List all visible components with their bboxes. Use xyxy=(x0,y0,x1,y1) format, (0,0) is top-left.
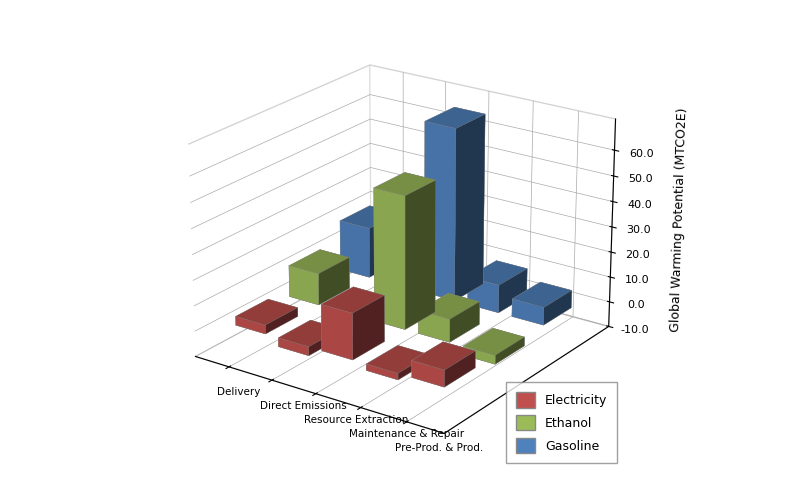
Legend: Electricity, Ethanol, Gasoline: Electricity, Ethanol, Gasoline xyxy=(506,383,617,463)
